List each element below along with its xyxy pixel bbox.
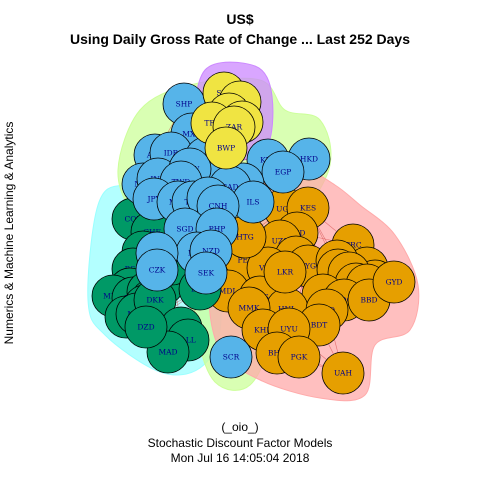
node-label: DKK xyxy=(146,296,164,305)
node-label: SGD xyxy=(176,225,193,234)
node-label: CHF xyxy=(143,228,160,237)
node-circle xyxy=(372,260,416,304)
node-circle xyxy=(321,351,365,395)
node-label: HTG xyxy=(236,233,254,242)
node-label: HKD xyxy=(300,155,318,164)
node-label: ILS xyxy=(246,198,259,207)
node-circle xyxy=(135,248,179,292)
node-pgk: PGK xyxy=(277,335,321,379)
node-circle xyxy=(204,126,248,170)
node-sek: SEK xyxy=(184,251,228,295)
node-circle xyxy=(261,150,305,194)
footer-line-2: Stochastic Discount Factor Models xyxy=(147,436,333,450)
node-label: UAH xyxy=(334,369,353,378)
node-label: UZS xyxy=(272,237,289,246)
node-lkr: LKR xyxy=(263,250,307,294)
node-label: DZD xyxy=(137,323,154,332)
node-label: PGK xyxy=(291,353,308,362)
node-label: SEK xyxy=(198,269,215,278)
node-label: MXN xyxy=(182,130,202,139)
node-label: EGP xyxy=(275,168,292,177)
node-label: SCR xyxy=(223,353,240,362)
node-label: CZK xyxy=(149,266,166,275)
node-label: KES xyxy=(300,204,316,213)
node-uah: UAH xyxy=(321,351,365,395)
node-label: ALL xyxy=(179,336,195,345)
node-label: SHP xyxy=(176,100,193,109)
node-circle xyxy=(209,335,253,379)
node-label: PYG xyxy=(300,262,316,271)
footer-line-1: (_oio_) xyxy=(221,420,259,434)
node-label: JPY xyxy=(146,195,161,204)
node-circle xyxy=(277,335,321,379)
chart-subtitle: Using Daily Gross Rate of Change ... Las… xyxy=(70,31,410,47)
node-label: PEN xyxy=(237,256,255,265)
footer-line-3: Mon Jul 16 14:05:04 2018 xyxy=(170,451,310,465)
node-scr: SCR xyxy=(209,335,253,379)
node-label: KHR xyxy=(254,326,272,335)
node-label: PHP xyxy=(209,225,226,234)
node-label: MAD xyxy=(158,348,177,357)
node-label: LKR xyxy=(277,268,294,277)
node-label: COP xyxy=(125,215,142,224)
node-label: CRC xyxy=(344,241,361,250)
node-circle xyxy=(124,305,168,349)
node-label: UGX xyxy=(276,205,294,214)
node-label: ZAR xyxy=(226,123,243,132)
node-label: MMK xyxy=(239,304,260,313)
node-circle xyxy=(184,251,228,295)
node-label: BWP xyxy=(217,144,235,153)
node-dzd: DZD xyxy=(124,305,168,349)
node-label: NZD xyxy=(202,247,220,256)
node-label: BHD xyxy=(268,349,286,358)
nodes: UGXKESJMDUZSCRCPENMGAVNDPYGKYDANGGTQBZDB… xyxy=(91,71,416,395)
node-label: CNH xyxy=(209,202,228,211)
node-label: BBD xyxy=(360,296,377,305)
node-label: BDT xyxy=(311,321,328,330)
node-label: CAD xyxy=(221,183,238,192)
node-label: MDL xyxy=(219,287,238,296)
node-czk: CZK xyxy=(135,248,179,292)
node-label: GYD xyxy=(386,278,403,287)
node-bwp: BWP xyxy=(204,126,248,170)
node-gyd: GYD xyxy=(372,260,416,304)
node-circle xyxy=(263,250,307,294)
chart-title: US$ xyxy=(226,11,254,27)
node-egp: EGP xyxy=(261,150,305,194)
node-label: IDR xyxy=(164,149,179,158)
node-label: UYU xyxy=(280,325,298,334)
node-label: TRY xyxy=(204,119,220,128)
